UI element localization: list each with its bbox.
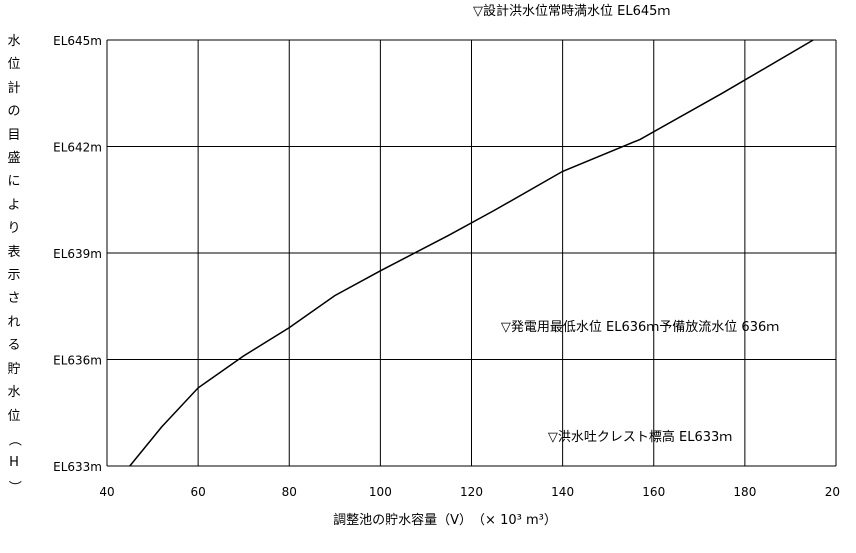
y-axis-title-char: H <box>9 455 19 471</box>
y-axis-title: 水位計の目盛により表示される貯水位（H） <box>4 30 24 498</box>
y-axis-title-char: の <box>7 104 21 120</box>
x-tick-label: 180 <box>733 485 756 499</box>
y-axis-title-char: る <box>7 338 21 354</box>
annotations: ▽設計洪水位常時満水位 EL645ｍ ▽発電用最低水位 EL636ｍ予備放流水位 … <box>473 3 779 445</box>
x-tick-labels: 40 60 80 100 120 140 160 180 20 <box>99 485 840 499</box>
y-axis-title-char: 位 <box>7 408 21 424</box>
y-axis-title-char: よ <box>7 197 21 213</box>
y-axis-title-char: 表 <box>7 244 21 260</box>
y-axis-title-char: 貯 <box>7 361 21 377</box>
annotation-2: ▽洪水吐クレスト標高 EL633ｍ <box>548 429 732 445</box>
x-tick-label: 100 <box>369 485 392 499</box>
x-tick-label: 80 <box>282 485 297 499</box>
y-tick-label: EL639m <box>53 247 102 261</box>
y-axis-title-char: 盛 <box>7 151 21 167</box>
x-tick-label: 140 <box>551 485 574 499</box>
y-axis-title-char: 水 <box>7 34 21 49</box>
x-tick-label: 120 <box>460 485 483 499</box>
y-axis-title-char: 示 <box>7 268 21 284</box>
annotation-1: ▽発電用最低水位 EL636ｍ予備放流水位 636ｍ <box>501 319 779 335</box>
series-group <box>129 39 814 467</box>
y-axis-title-char: れ <box>7 314 21 330</box>
x-tick-label: 20 <box>825 485 840 499</box>
y-axis-title-char: り <box>7 221 21 237</box>
y-tick-label: EL633m <box>53 460 102 474</box>
x-tick-label: 60 <box>190 485 205 499</box>
series-line-0 <box>129 39 814 467</box>
y-axis-title-char: 水 <box>7 385 21 401</box>
grid-lines <box>106 39 837 467</box>
x-axis-title: 調整池の貯水容量（V） （× 10³ m³） <box>333 512 557 528</box>
y-axis-title-char: 位 <box>7 57 21 73</box>
y-axis-title-char: 目 <box>7 127 21 143</box>
y-axis-title-char: 計 <box>7 80 21 96</box>
x-tick-label: 160 <box>642 485 665 499</box>
y-axis-title-char: に <box>7 174 21 190</box>
y-tick-labels: EL633m EL636m EL639m EL642m EL645m <box>53 34 102 474</box>
y-axis-title-char: さ <box>7 291 21 307</box>
y-tick-label: EL645m <box>53 34 102 48</box>
annotation-0: ▽設計洪水位常時満水位 EL645ｍ <box>473 3 670 19</box>
x-tick-label: 40 <box>99 485 114 499</box>
y-tick-label: EL642m <box>53 141 102 155</box>
y-tick-label: EL636m <box>53 354 102 368</box>
